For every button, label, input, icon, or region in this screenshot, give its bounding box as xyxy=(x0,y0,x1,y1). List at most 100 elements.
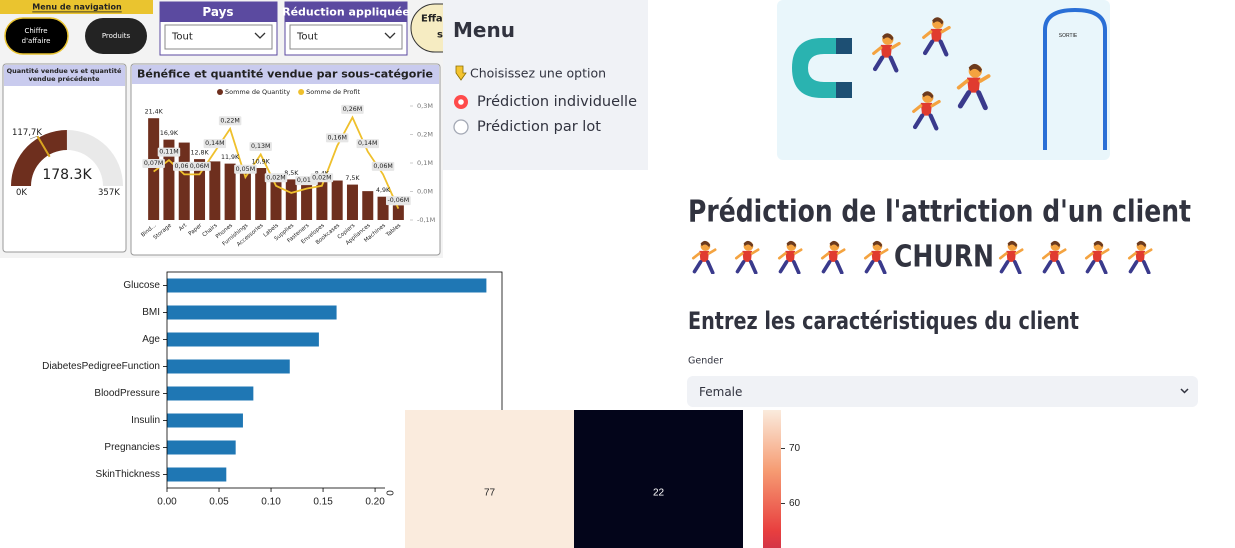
x-tick-label: 0.10 xyxy=(261,497,281,508)
slicer-header xyxy=(160,2,277,22)
y2-tick-label: 0,2M xyxy=(417,131,433,139)
runner-icon xyxy=(1041,240,1068,274)
bar xyxy=(167,305,337,320)
gauge: 178.3K 117,7K 0K 357K xyxy=(11,128,123,198)
y2-tick-label: 0,0M xyxy=(417,188,433,196)
chart-title: Bénéfice et quantité vendue par sous-cat… xyxy=(137,68,433,81)
radio-option[interactable]: Prédiction individuelle xyxy=(477,94,637,110)
row-label: 0 xyxy=(386,490,397,496)
hand-icon xyxy=(455,65,467,81)
bar xyxy=(224,163,236,220)
data-label: 0,14M xyxy=(358,140,377,147)
bar xyxy=(270,175,282,220)
gauge-target-label: 117,7K xyxy=(12,128,42,138)
bar xyxy=(239,166,251,220)
gauge-min-label: 0K xyxy=(16,188,27,198)
radio-label: Choisissez une option xyxy=(470,66,606,81)
legend-label: Somme de Quantity xyxy=(225,88,290,96)
data-label: 4,9K xyxy=(376,187,391,194)
slicer-dropdown[interactable] xyxy=(289,24,403,50)
chevron xyxy=(384,32,396,39)
nav-button-label: Chiffre xyxy=(24,27,47,35)
powerbi-report: Menu de navigation Chiffre d'affaire Pro… xyxy=(0,0,472,258)
x-tick-label: 0.15 xyxy=(313,497,333,508)
select-value: Female xyxy=(699,385,742,399)
bar xyxy=(167,467,227,482)
select-box[interactable] xyxy=(687,376,1198,407)
data-label: 0,22M xyxy=(220,117,239,124)
runner-icon xyxy=(998,240,1025,274)
bar xyxy=(167,386,254,401)
y-tick-label: Pregnancies xyxy=(104,442,160,453)
radio-option[interactable]: Prédiction par lot xyxy=(477,119,601,135)
label-bg xyxy=(371,161,395,171)
bar xyxy=(209,161,221,220)
heatmap-cell xyxy=(405,410,574,548)
radio[interactable] xyxy=(453,119,469,135)
nav-button[interactable] xyxy=(85,18,147,54)
label-bg xyxy=(157,147,181,157)
label-bg xyxy=(249,141,272,151)
data-label: 0,16M xyxy=(327,134,346,141)
runner-icon xyxy=(734,240,761,274)
nav-button-label: d'affaire xyxy=(22,37,51,45)
main-content: Prédiction de l'attriction d'un client C… xyxy=(687,195,1198,407)
label-bg xyxy=(310,173,334,183)
heatmap-cell xyxy=(574,410,743,548)
bar xyxy=(392,205,404,220)
data-label: -0,06M xyxy=(387,197,409,204)
y2-tick-label: 0,1M xyxy=(417,159,433,167)
nav-header xyxy=(0,0,153,14)
data-label: 0,01M xyxy=(297,177,316,184)
bar xyxy=(331,180,343,220)
cell-label: 77 xyxy=(484,488,496,499)
x-tick-label: 0.20 xyxy=(365,497,385,508)
clear-button-label: Effa xyxy=(421,14,443,25)
combo-chart: Somme de Quantity Somme de Profit 0,3M 0,2M… xyxy=(140,88,435,248)
gauge-max-label: 357K xyxy=(98,188,120,198)
data-label: 0,02M xyxy=(266,174,285,181)
legend-swatch xyxy=(298,89,305,95)
field-label: Gender xyxy=(688,356,723,367)
colorbar xyxy=(763,410,781,548)
magnet-tip xyxy=(836,38,852,54)
label-bg xyxy=(356,139,379,149)
clear-button-label: s xyxy=(437,30,443,41)
subheader: Entrez les caractéristiques du client xyxy=(688,307,1079,335)
gauge-header xyxy=(4,65,125,86)
label-bg xyxy=(385,196,411,206)
heatmap-bg xyxy=(743,410,833,548)
sidebar-title: Menu xyxy=(453,18,515,42)
bar xyxy=(167,278,487,293)
slicer-dropdown[interactable] xyxy=(164,24,273,50)
data-label: 7,5K xyxy=(345,175,360,182)
data-label: 11,9K xyxy=(221,154,240,161)
chevron xyxy=(1180,388,1189,394)
data-label: 0,26M xyxy=(343,106,362,113)
gauge-value-label: 178.3K xyxy=(42,167,92,183)
slicer-label: Réduction appliquée xyxy=(282,6,410,19)
door-sign: SORTIE xyxy=(1059,33,1078,39)
radio-dot xyxy=(458,99,464,105)
sidebar-bg xyxy=(443,0,648,170)
data-label: 0,07M xyxy=(144,160,163,167)
door xyxy=(1043,7,1107,150)
y2-tick-label: -0,1M xyxy=(417,216,435,224)
heatmap-bg xyxy=(385,410,405,548)
slicer-label: Pays xyxy=(202,5,233,19)
bar xyxy=(301,180,313,220)
data-label: 12,8K xyxy=(190,150,209,157)
runner-icon xyxy=(777,240,804,274)
data-label: 0,11M xyxy=(159,149,178,156)
data-label: 0,05M xyxy=(236,166,255,173)
x-tick-label: Art xyxy=(178,222,189,232)
page-title: Prédiction de l'attriction d'un client xyxy=(688,195,1191,230)
target-leader xyxy=(29,135,38,140)
y-tick-label: Insulin xyxy=(131,415,160,426)
y-tick-label: Age xyxy=(142,334,160,345)
legend-swatch xyxy=(217,89,223,95)
data-label: 8,5K xyxy=(284,170,299,177)
slicer-value: Tout xyxy=(296,32,318,43)
nav-button[interactable] xyxy=(4,17,69,55)
